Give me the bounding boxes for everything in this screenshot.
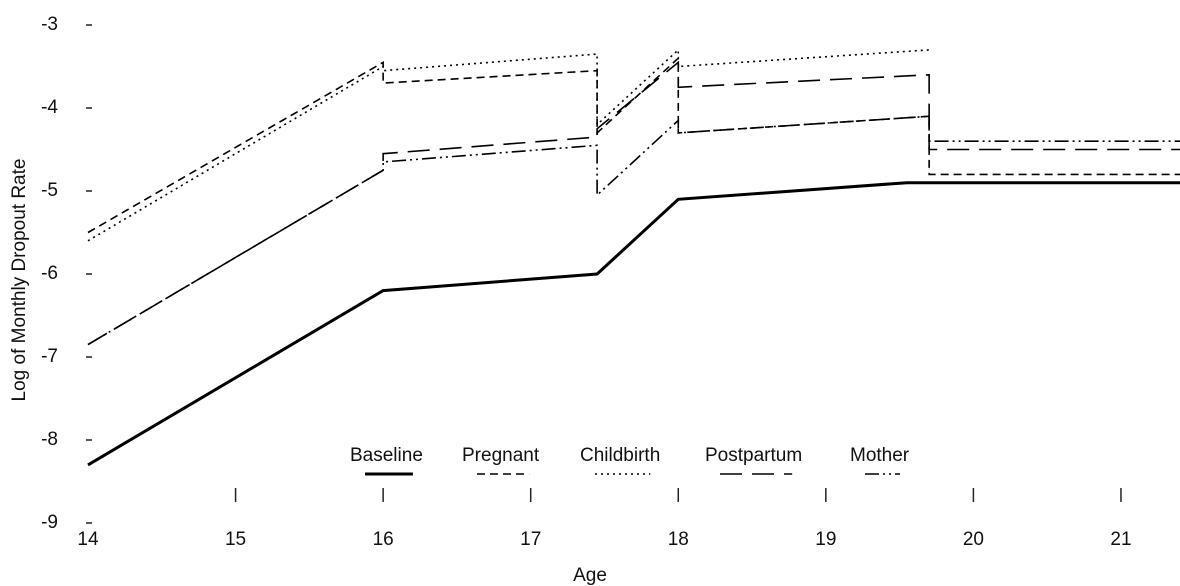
x-tick-label: 16	[373, 529, 394, 550]
series-line	[87, 60, 1180, 346]
y-axis-label: Log of Monthly Dropout Rate	[9, 159, 30, 402]
y-tick-label: -4	[41, 97, 58, 118]
y-tick-label: -6	[41, 263, 58, 284]
legend-label: Childbirth	[580, 445, 660, 466]
x-tick-label: 18	[668, 529, 689, 550]
series-line	[87, 181, 1180, 467]
x-axis-label: Age	[573, 565, 607, 586]
y-tick-label: -8	[41, 429, 58, 450]
series-line	[87, 56, 1180, 234]
y-tick-label: -3	[41, 14, 58, 35]
y-tick-label: -7	[41, 346, 58, 367]
x-tick-label: 20	[963, 529, 984, 550]
x-tick-label: 21	[1110, 529, 1131, 550]
y-tick-label: -9	[41, 512, 58, 533]
x-tick-label: 19	[815, 529, 836, 550]
legend-label: Baseline	[350, 445, 423, 466]
x-tick-label: 17	[520, 529, 541, 550]
legend-label: Postpartum	[705, 445, 802, 466]
x-tick-label: 15	[225, 529, 246, 550]
x-tick-label: 14	[77, 529, 99, 550]
y-tick-label: -5	[41, 180, 58, 201]
legend-label: Pregnant	[462, 445, 540, 466]
series-line	[87, 115, 1180, 346]
legend-label: Mother	[850, 445, 910, 466]
series-line	[87, 48, 930, 242]
